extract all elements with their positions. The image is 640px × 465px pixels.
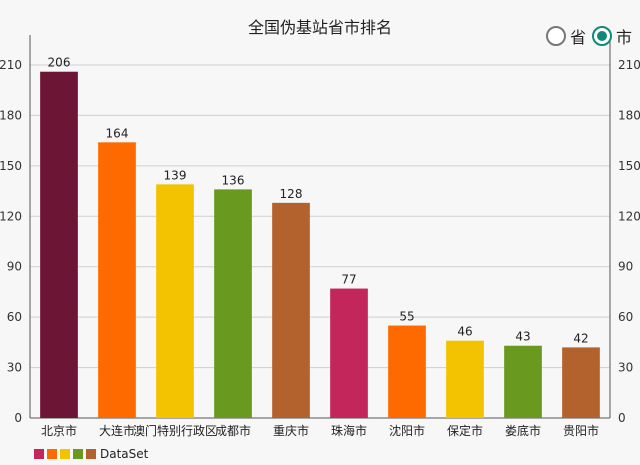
option-city[interactable]: 市 bbox=[591, 24, 632, 48]
legend-swatch bbox=[86, 449, 96, 459]
x-tick-label: 北京市 bbox=[41, 423, 77, 438]
radio-city-icon[interactable] bbox=[591, 26, 612, 46]
bar bbox=[272, 202, 310, 418]
bar-value-label: 43 bbox=[515, 330, 530, 344]
bar bbox=[40, 71, 78, 418]
legend-label: DataSet bbox=[100, 447, 149, 461]
bar bbox=[330, 288, 368, 418]
bar bbox=[562, 347, 600, 418]
radio-province-icon[interactable] bbox=[545, 26, 566, 46]
bar bbox=[446, 340, 484, 418]
y-tick-label-right: 90 bbox=[618, 260, 633, 274]
bar bbox=[98, 142, 136, 419]
y-tick-label-left: 0 bbox=[14, 411, 22, 425]
legend-swatch bbox=[47, 449, 57, 459]
x-tick-label: 娄底市 bbox=[505, 423, 541, 438]
province-city-toggle: 省 市 bbox=[545, 24, 632, 48]
y-tick-label-left: 210 bbox=[0, 58, 22, 72]
y-tick-label-left: 180 bbox=[0, 108, 22, 122]
bar bbox=[156, 184, 194, 418]
x-tick-label: 澳门特别行政区 bbox=[133, 423, 217, 438]
bar-value-label: 164 bbox=[106, 126, 129, 140]
option-province-label: 省 bbox=[569, 28, 586, 47]
y-tick-label-right: 120 bbox=[618, 209, 640, 223]
x-tick-label: 保定市 bbox=[447, 423, 483, 438]
bar bbox=[388, 325, 426, 418]
option-city-label: 市 bbox=[615, 28, 632, 47]
x-tick-label: 珠海市 bbox=[331, 423, 367, 438]
y-tick-label-left: 150 bbox=[0, 159, 22, 173]
legend-swatches bbox=[34, 449, 96, 459]
y-tick-label-left: 120 bbox=[0, 209, 22, 223]
x-tick-label: 贵阳市 bbox=[563, 423, 599, 438]
y-tick-label-right: 150 bbox=[618, 159, 640, 173]
bar-value-label: 77 bbox=[341, 273, 356, 287]
y-tick-label-left: 60 bbox=[7, 310, 22, 324]
bar-value-label: 128 bbox=[280, 187, 303, 201]
y-tick-label-left: 30 bbox=[7, 361, 22, 375]
legend-swatch bbox=[34, 449, 44, 459]
bar-value-label: 206 bbox=[48, 56, 71, 70]
bar-value-label: 136 bbox=[222, 173, 245, 187]
x-tick-label: 重庆市 bbox=[273, 423, 309, 438]
y-tick-label-right: 60 bbox=[618, 310, 633, 324]
y-tick-label-left: 90 bbox=[7, 260, 22, 274]
bar-value-label: 139 bbox=[164, 168, 187, 182]
y-tick-label-right: 30 bbox=[618, 361, 633, 375]
bar-value-label: 46 bbox=[457, 325, 472, 339]
chart-legend: DataSet bbox=[34, 447, 148, 461]
legend-swatch bbox=[73, 449, 83, 459]
option-province[interactable]: 省 bbox=[545, 24, 586, 48]
y-tick-label-right: 0 bbox=[618, 411, 626, 425]
y-tick-label-right: 210 bbox=[618, 58, 640, 72]
bar-value-label: 42 bbox=[573, 331, 588, 345]
x-tick-label: 成都市 bbox=[215, 423, 251, 438]
bar-value-label: 55 bbox=[399, 310, 414, 324]
bar bbox=[214, 189, 252, 418]
y-tick-label-right: 180 bbox=[618, 108, 640, 122]
x-tick-label: 沈阳市 bbox=[389, 423, 425, 438]
bar bbox=[504, 345, 542, 418]
legend-swatch bbox=[60, 449, 70, 459]
chart-title: 全国伪基站省市排名 bbox=[247, 18, 392, 37]
x-tick-label: 大连市 bbox=[99, 423, 135, 438]
